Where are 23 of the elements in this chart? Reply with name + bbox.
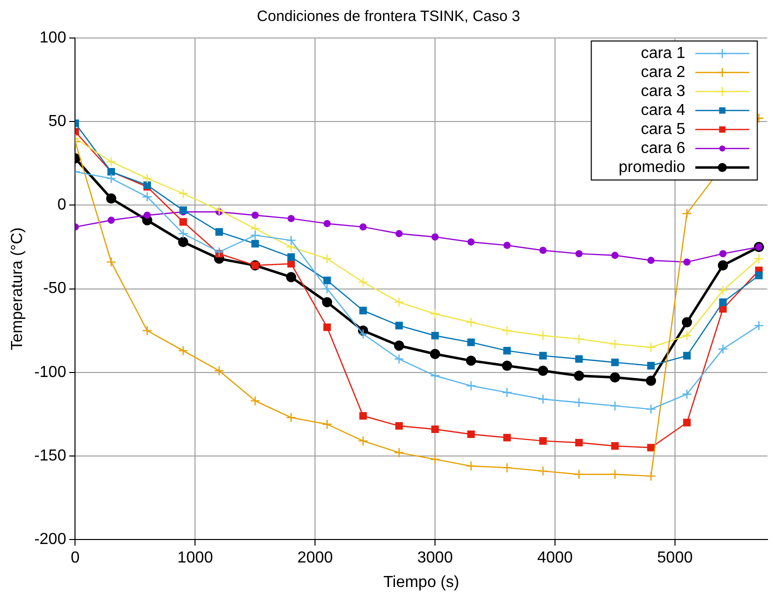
x-tick-label: 1000 xyxy=(177,550,214,567)
x-tick-label: 5000 xyxy=(657,550,693,567)
y-tick-label: -200 xyxy=(34,531,66,548)
y-tick-label: -50 xyxy=(43,280,66,298)
legend-label: cara 1 xyxy=(640,44,686,62)
x-tick-label: 2000 xyxy=(297,550,334,567)
y-tick-label: -150 xyxy=(34,447,66,464)
legend-label: cara 6 xyxy=(640,140,686,157)
legend-label: cara 4 xyxy=(640,102,686,119)
x-axis-title: Tiempo (s) xyxy=(383,574,460,591)
legend-label: cara 2 xyxy=(640,64,686,81)
x-tick-label: 0 xyxy=(70,550,80,567)
x-tick-label: 4000 xyxy=(537,550,573,567)
y-tick-label: 0 xyxy=(57,196,66,214)
x-tick-label: 3000 xyxy=(417,550,453,567)
legend-label: cara 3 xyxy=(640,82,686,100)
y-tick-label: 100 xyxy=(40,29,66,46)
y-tick-label: -100 xyxy=(34,364,66,381)
legend-label: cara 5 xyxy=(640,120,686,138)
y-tick-label: 50 xyxy=(48,113,66,130)
legend-label: promedio xyxy=(618,158,686,176)
y-axis-title: Temperatura (°C) xyxy=(9,227,26,350)
chart-title: Condiciones de frontera TSINK, Caso 3 xyxy=(256,8,520,26)
